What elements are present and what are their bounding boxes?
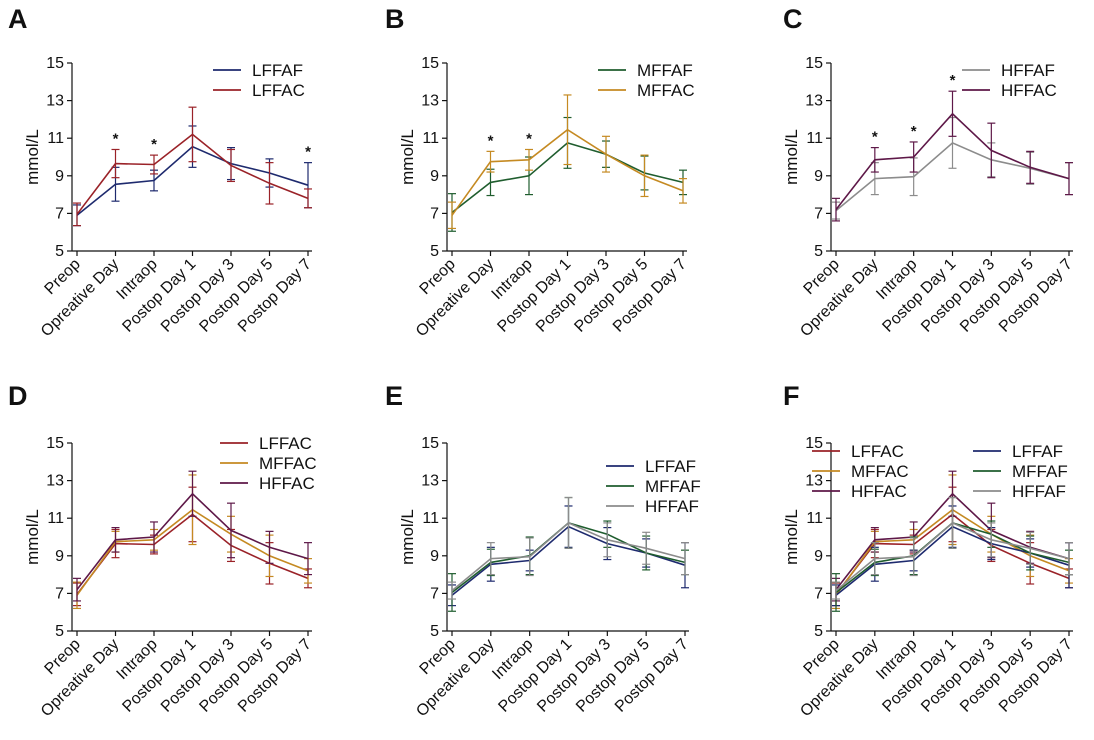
legend-label: MFFAC	[637, 81, 695, 100]
series-hffaf	[832, 496, 1073, 600]
y-tick-label: 9	[55, 548, 64, 565]
significance-marker: *	[950, 72, 956, 89]
y-tick-label: 11	[806, 510, 823, 527]
series-line	[76, 133, 309, 215]
legend-label: MFFAF	[637, 61, 693, 80]
y-tick-label: 13	[46, 473, 64, 490]
y-tick-label: 15	[421, 55, 439, 72]
series-line	[76, 492, 309, 591]
series-hffac	[73, 470, 312, 602]
y-tick-label: 13	[46, 93, 64, 110]
legend-label: HFFAC	[1001, 81, 1057, 100]
series-line	[835, 521, 1070, 592]
y-tick-label: 15	[805, 435, 823, 452]
panel-letter: C	[783, 4, 803, 34]
legend-label: LFFAF	[252, 61, 303, 80]
y-tick-label: 13	[805, 473, 823, 490]
panel-letter: F	[783, 381, 800, 411]
y-tick-label: 9	[430, 168, 439, 185]
y-tick-label: 5	[430, 243, 439, 260]
y-tick-label: 11	[422, 130, 439, 147]
y-tick-label: 9	[814, 548, 823, 565]
significance-marker: *	[526, 130, 532, 147]
y-tick-label: 7	[814, 205, 823, 222]
panel-letter: B	[385, 4, 405, 34]
y-tick-label: 5	[55, 623, 64, 640]
legend-label: HFFAF	[645, 497, 699, 516]
y-tick-label: 15	[46, 55, 64, 72]
significance-marker: *	[488, 132, 494, 149]
y-axis-label: mmol/L	[398, 129, 417, 185]
series-line	[451, 521, 686, 592]
y-tick-label: 11	[806, 130, 823, 147]
legend-label: LFFAF	[645, 457, 696, 476]
y-tick-label: 11	[47, 130, 64, 147]
y-tick-label: 9	[55, 168, 64, 185]
y-tick-label: 9	[814, 168, 823, 185]
y-tick-label: 7	[55, 585, 64, 602]
y-tick-label: 9	[430, 548, 439, 565]
panel-letter: A	[8, 4, 28, 34]
panel-letter: E	[385, 381, 403, 411]
legend-label: LFFAC	[252, 81, 305, 100]
y-tick-label: 5	[430, 623, 439, 640]
y-tick-label: 13	[421, 93, 439, 110]
legend-label: LFFAF	[1012, 442, 1063, 461]
significance-marker: *	[872, 129, 878, 146]
y-tick-label: 5	[814, 243, 823, 260]
y-tick-label: 15	[421, 435, 439, 452]
legend-label: HFFAC	[851, 482, 907, 501]
panel-letter: D	[8, 381, 28, 411]
y-tick-label: 5	[55, 243, 64, 260]
series-hffac	[832, 90, 1073, 222]
y-axis-label: mmol/L	[23, 129, 42, 185]
y-tick-label: 15	[46, 435, 64, 452]
y-tick-label: 7	[430, 585, 439, 602]
y-tick-label: 11	[47, 510, 64, 527]
legend-label: LFFAC	[259, 434, 312, 453]
significance-marker: *	[151, 136, 157, 153]
y-tick-label: 15	[805, 55, 823, 72]
y-tick-label: 5	[814, 623, 823, 640]
y-axis-label: mmol/L	[782, 129, 801, 185]
y-axis-label: mmol/L	[398, 509, 417, 565]
legend-label: LFFAC	[851, 442, 904, 461]
y-axis-label: mmol/L	[23, 509, 42, 565]
legend-label: HFFAF	[1012, 482, 1066, 501]
legend-label: MFFAC	[851, 462, 909, 481]
series-lffac	[73, 106, 312, 227]
legend-label: MFFAF	[645, 477, 701, 496]
y-tick-label: 11	[422, 510, 439, 527]
series-hffaf	[448, 496, 689, 600]
legend-label: HFFAF	[1001, 61, 1055, 80]
y-tick-label: 13	[421, 473, 439, 490]
legend-label: MFFAC	[259, 454, 317, 473]
y-tick-label: 13	[805, 93, 823, 110]
series-line	[451, 128, 684, 216]
y-tick-label: 7	[814, 585, 823, 602]
series-mffac	[448, 94, 687, 230]
significance-marker: *	[113, 130, 119, 147]
y-tick-label: 7	[430, 205, 439, 222]
significance-marker: *	[305, 144, 311, 161]
y-tick-label: 7	[55, 205, 64, 222]
legend-label: MFFAF	[1012, 462, 1068, 481]
series-line	[835, 112, 1070, 211]
significance-marker: *	[911, 123, 917, 140]
legend-label: HFFAC	[259, 474, 315, 493]
y-axis-label: mmol/L	[782, 509, 801, 565]
